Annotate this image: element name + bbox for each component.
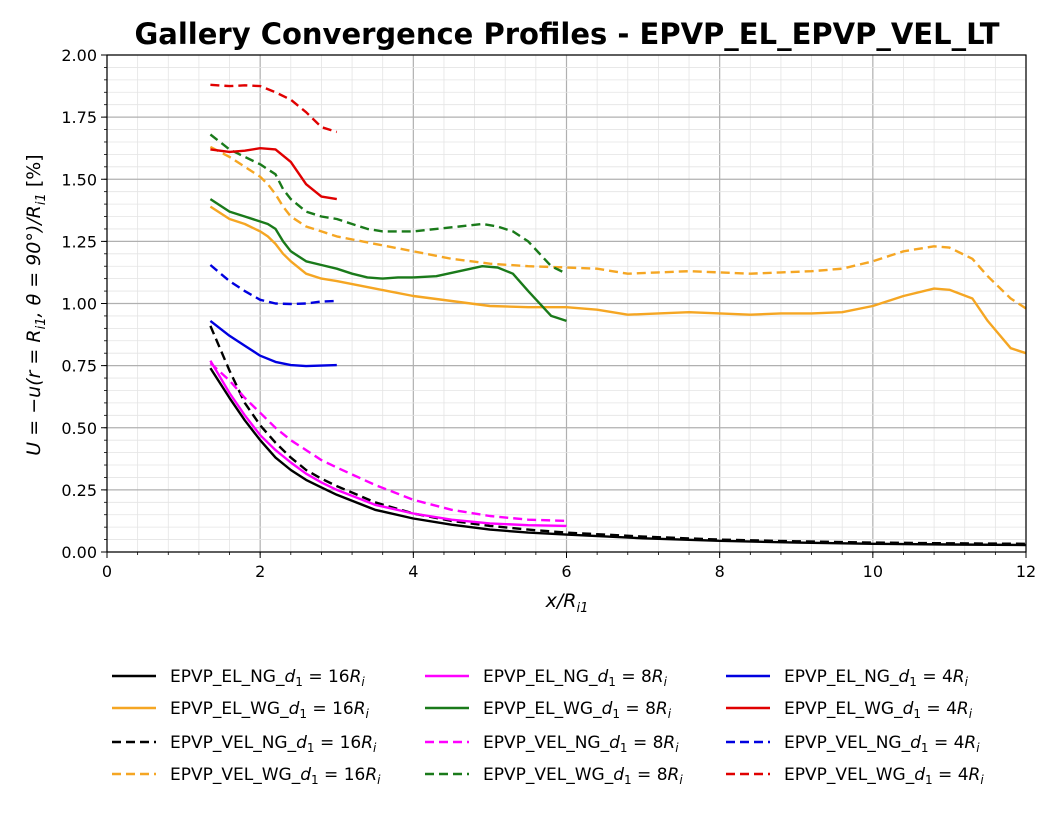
series-line-8: [209, 133, 568, 275]
legend-label: EPVP_VEL_WG_d1 = 8Ri: [483, 765, 683, 787]
x-tick-label: 2: [255, 562, 265, 581]
legend-label: EPVP_EL_NG_d1 = 4Ri: [784, 667, 969, 689]
legend-label: EPVP_VEL_NG_d1 = 16Ri: [170, 733, 377, 755]
x-tick-label: 0: [102, 562, 112, 581]
series-line-7: [209, 362, 567, 523]
y-axis-label: U = −u(r = Ri1, θ = 90°)/Ri1 [%]: [23, 154, 49, 455]
legend: EPVP_EL_NG_d1 = 16Ri EPVP_EL_NG_d1 = 8Ri E…: [112, 667, 984, 787]
grid: [106, 54, 1027, 553]
series-group: [209, 83, 1027, 547]
series-line-1: [209, 367, 1027, 547]
series-line-4: [209, 145, 1027, 310]
y-tick-label: 1.00: [61, 295, 97, 314]
series-line-2: [209, 205, 1027, 355]
x-tick-label: 12: [1016, 562, 1036, 581]
legend-label: EPVP_VEL_NG_d1 = 8Ri: [483, 733, 679, 755]
legend-label: EPVP_EL_WG_d1 = 8Ri: [483, 699, 672, 721]
chart-title: Gallery Convergence Profiles - EPVP_EL_E…: [134, 17, 999, 51]
series-line-12: [210, 83, 338, 134]
series-line-5: [209, 360, 567, 528]
legend-label: EPVP_EL_NG_d1 = 8Ri: [483, 667, 668, 689]
x-tick-label: 4: [408, 562, 418, 581]
y-tick-label: 1.75: [61, 108, 97, 127]
ticks: 0 2 4 6 8 10 12 0.00 0.25 0.50 0.75 1.00 1.25 1.50 1.7…: [61, 46, 1036, 581]
legend-label: EPVP_VEL_NG_d1 = 4Ri: [784, 733, 980, 755]
y-tick-label: 0.50: [61, 419, 97, 438]
x-tick-label: 10: [863, 562, 883, 581]
x-tick-label: 8: [715, 562, 725, 581]
y-tick-label: 2.00: [61, 46, 97, 65]
legend-label: EPVP_VEL_WG_d1 = 16Ri: [170, 765, 381, 787]
x-axis-label: x/Ri1: [545, 590, 589, 616]
y-tick-label: 0.75: [61, 357, 97, 376]
legend-label: EPVP_EL_WG_d1 = 16Ri: [170, 699, 370, 721]
series-line-6: [209, 198, 567, 323]
y-tick-label: 1.50: [61, 170, 97, 189]
series-line-9: [209, 319, 337, 368]
legend-label: EPVP_EL_NG_d1 = 16Ri: [170, 667, 365, 689]
x-tick-label: 6: [561, 562, 571, 581]
legend-label: EPVP_EL_WG_d1 = 4Ri: [784, 699, 973, 721]
y-tick-label: 1.25: [61, 232, 97, 251]
y-tick-label: 0.00: [61, 543, 97, 562]
series-line-10: [210, 146, 337, 201]
series-line-11: [209, 264, 337, 306]
series-line-3: [209, 325, 1027, 545]
y-tick-label: 0.25: [61, 481, 97, 500]
legend-label: EPVP_VEL_WG_d1 = 4Ri: [784, 765, 984, 787]
